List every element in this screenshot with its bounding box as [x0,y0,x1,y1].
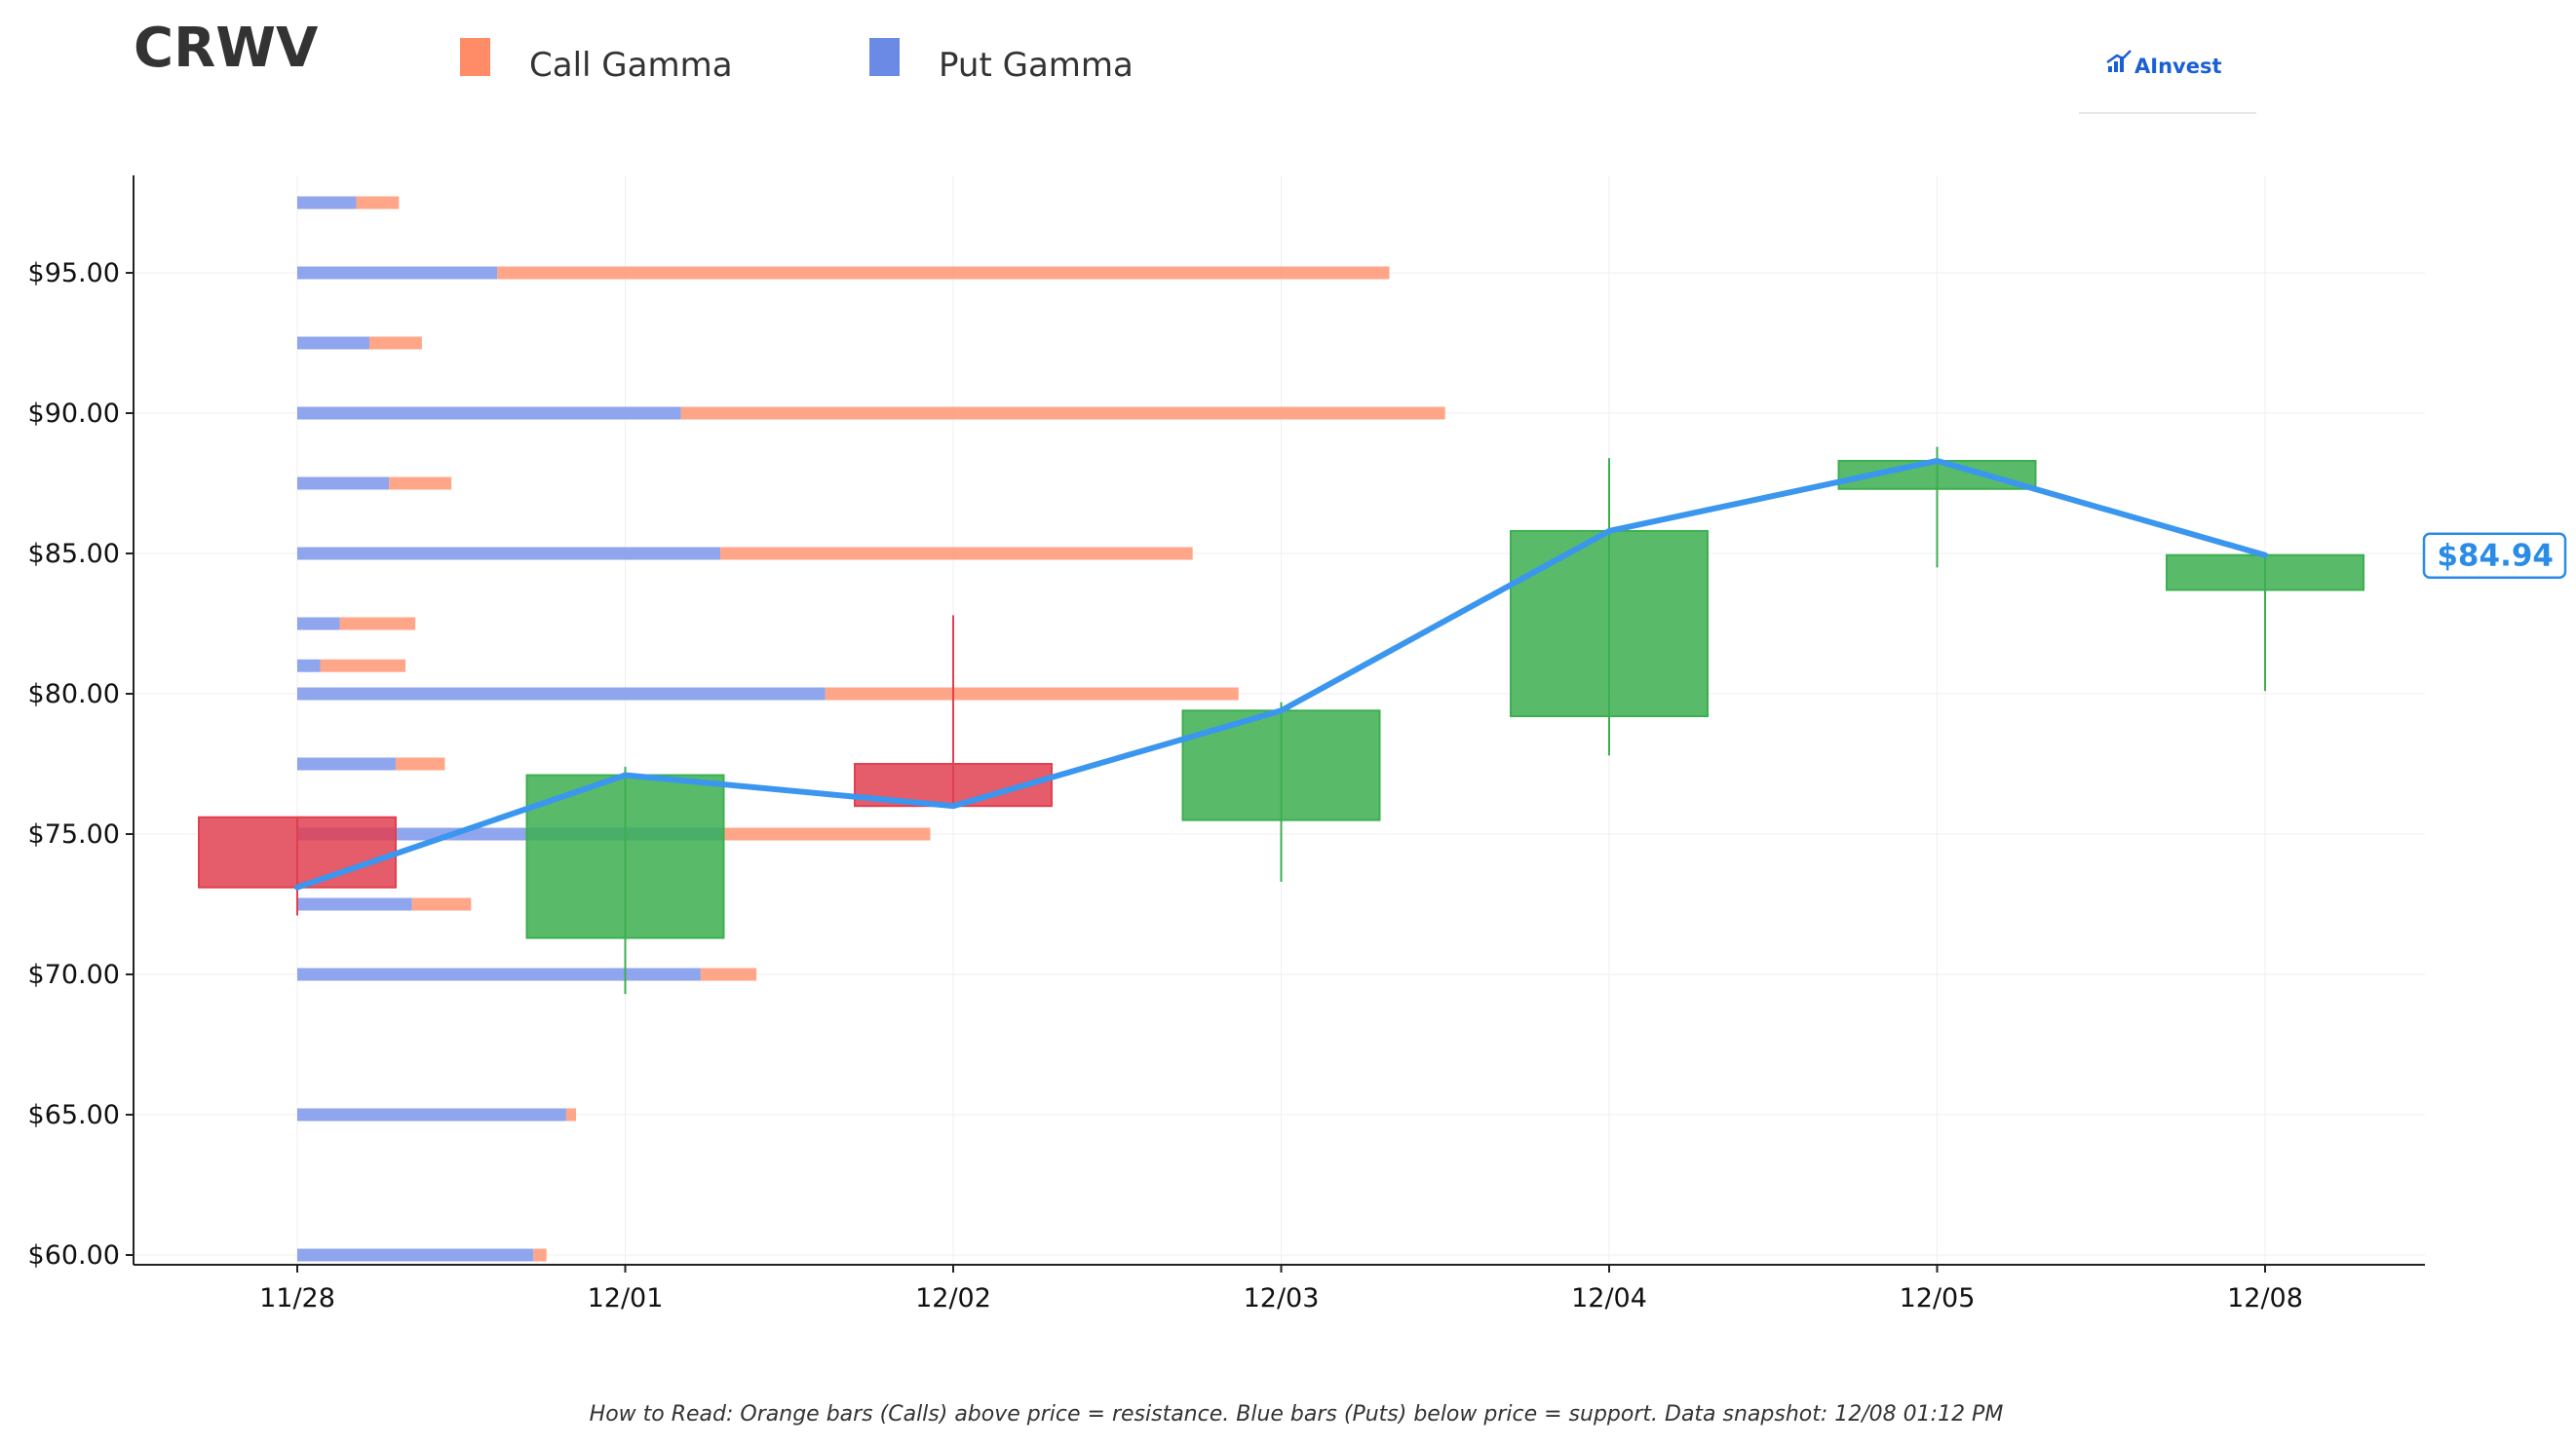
call-gamma-bar [369,336,422,350]
put-gamma-bar [297,897,412,911]
put-gamma-bar [297,547,721,560]
put-gamma-bar [297,266,498,280]
y-tick-label: $65.00 [28,1100,120,1130]
put-gamma-bar [297,617,340,630]
call-gamma-bar [320,659,406,672]
call-gamma-bar [700,968,757,981]
y-tick-label: $95.00 [28,258,120,288]
x-tick-label: 12/04 [1571,1283,1647,1313]
put-gamma-bar [297,968,701,981]
call-gamma-bar [339,617,416,630]
price-line-layer [294,457,2268,891]
logo-chart-icon [2106,50,2132,72]
candle-body [1510,529,1709,718]
x-tick-label: 12/01 [588,1283,664,1313]
call-gamma-bar [680,406,1445,420]
put-gamma-bar [297,687,826,701]
legend-call-label: Call Gamma [529,46,733,85]
put-gamma-bar [297,1108,566,1122]
put-gamma-bar [297,406,681,420]
call-gamma-bar [533,1248,547,1262]
current-price-label: $84.94 [2437,539,2554,574]
put-gamma-bar [297,1248,534,1262]
current-price-badge: $84.94 [2422,532,2567,579]
call-gamma-bar [356,196,400,209]
legend-put-label: Put Gamma [939,46,1134,85]
call-gamma-bar [411,897,472,911]
call-gamma-bar [565,1108,577,1122]
y-tick-label: $90.00 [28,399,120,429]
x-tick-label: 11/28 [259,1283,335,1313]
candle-body [2166,553,2365,591]
footer-note: How to Read: Orange bars (Calls) above p… [590,1402,2004,1427]
put-gamma-bar [297,196,357,209]
ainvest-logo: AInvest [2079,50,2256,114]
put-gamma-bar [297,659,321,672]
logo-text: AInvest [2134,55,2222,78]
y-tick-label: $85.00 [28,539,120,569]
put-gamma-bar [297,336,370,350]
call-gamma-bar [395,757,445,771]
legend-call-swatch [460,38,490,76]
call-gamma-bar [825,687,1239,701]
x-tick-label: 12/02 [915,1283,991,1313]
y-tick-label: $75.00 [28,819,120,850]
y-tick-label: $80.00 [28,679,120,709]
candle-body [1181,709,1381,821]
put-gamma-bar [297,476,390,490]
x-tick-label: 12/08 [2227,1283,2303,1313]
axes: $60.00 $65.00 $70.00 $75.00 $80.00 $85.00 $90.… [28,175,2425,1313]
y-tick-label: $70.00 [28,960,120,990]
call-gamma-bar [723,827,931,841]
legend-put-swatch [869,38,900,76]
candle-body [525,774,725,939]
candles [198,446,2365,995]
y-tick-label: $60.00 [28,1240,120,1271]
price-badge-box [2422,532,2567,579]
x-tick-label: 12/05 [1900,1283,1976,1313]
call-gamma-bar [389,476,452,490]
call-gamma-bar [720,547,1193,560]
call-gamma-bar [497,266,1390,280]
price-line [294,457,2268,891]
candle-body [198,816,397,889]
x-tick-label: 12/03 [1244,1283,1320,1313]
put-gamma-bar [297,757,396,771]
chart-title: CRWV [134,17,319,80]
